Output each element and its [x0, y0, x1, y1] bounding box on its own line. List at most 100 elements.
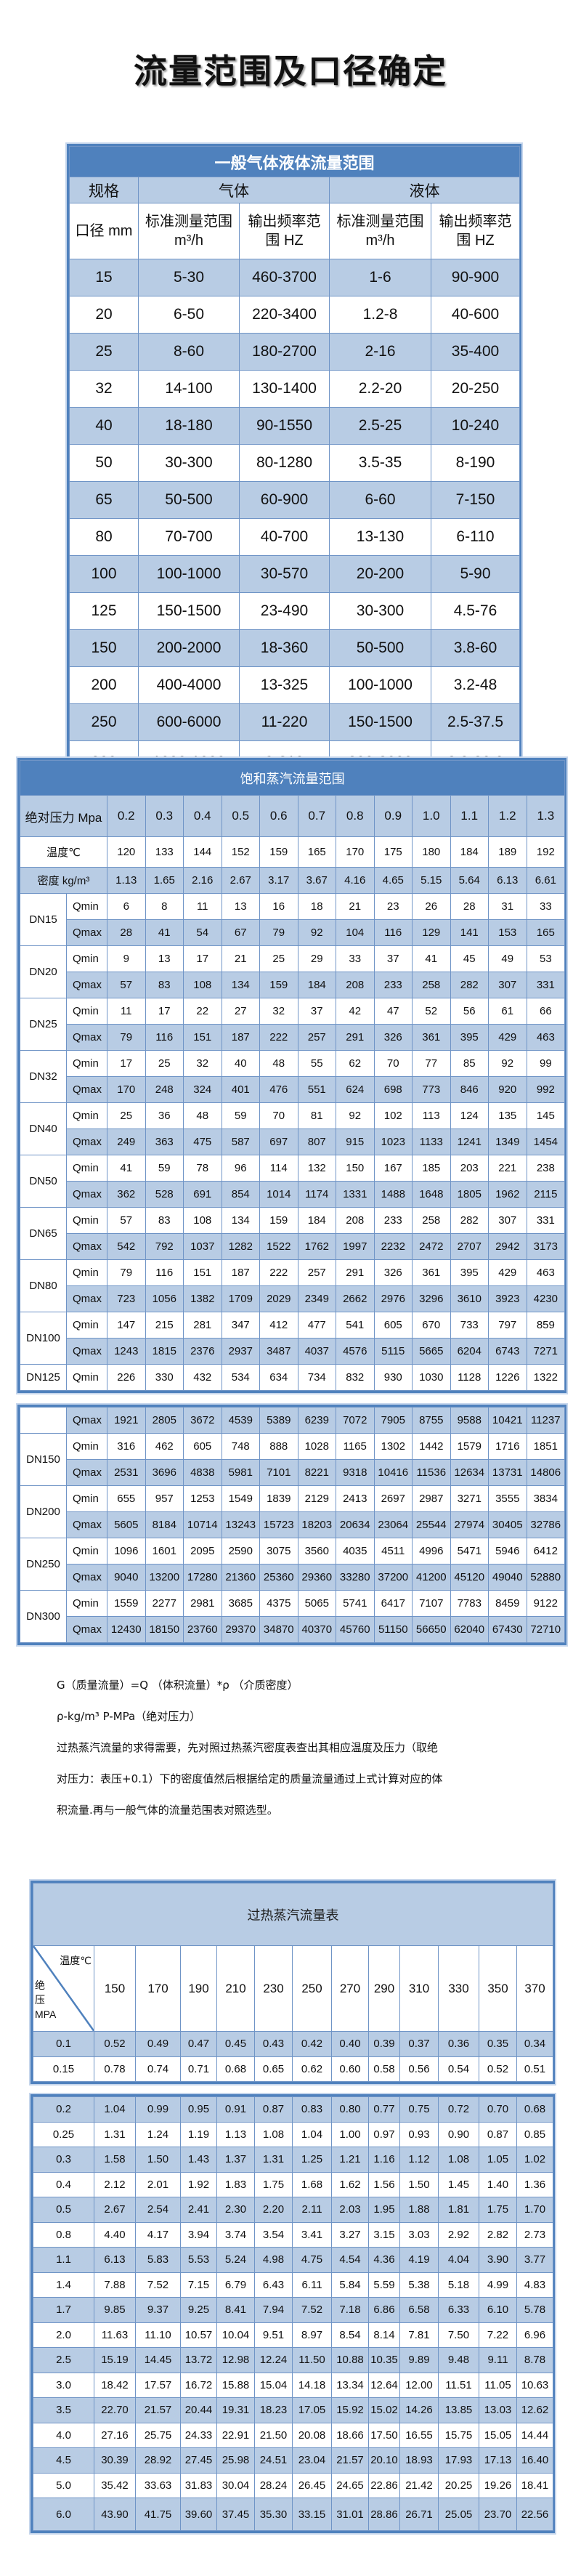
flow-cell: 534: [221, 1364, 260, 1391]
freq-range-unit: 围 HZ: [265, 233, 304, 249]
dn-label: [20, 1407, 67, 1434]
flow-cell: 0.58: [368, 2056, 400, 2082]
formula-line: G（质量流量）=Q （体积流量）*ρ （介质密度）: [57, 1679, 298, 1692]
flow-cell: 9.89: [399, 2347, 439, 2373]
q-label: Qmax: [66, 1076, 107, 1103]
flow-cell: 920: [488, 1076, 527, 1103]
q-label: Qmin: [66, 1485, 107, 1512]
diameter-cell: 65: [69, 481, 139, 519]
flow-cell: 0.93: [399, 2121, 439, 2147]
flow-cell: 3.94: [180, 2221, 217, 2248]
flow-cell: 0.68: [216, 2056, 255, 2082]
flow-cell: 4996: [412, 1538, 451, 1564]
q-label: Qmax: [66, 1024, 107, 1051]
pressure-label: 2.0: [33, 2322, 94, 2348]
flow-cell: 37: [373, 945, 413, 972]
flow-cell: 1.21: [331, 2147, 369, 2173]
pressure-label: 0.15: [33, 2056, 94, 2082]
flow-cell: 2697: [373, 1485, 413, 1512]
flow-cell: 7.88: [94, 2272, 136, 2298]
flow-cell: 3.77: [516, 2247, 553, 2273]
temperature-cell: 270: [331, 1945, 369, 2032]
flow-cell: 432: [183, 1364, 222, 1391]
flow-cell: 66: [526, 998, 566, 1025]
flow-cell: 1349: [488, 1128, 527, 1155]
flow-cell: 5981: [221, 1459, 260, 1486]
flow-cell: 21: [336, 893, 375, 920]
q-label: Qmin: [66, 1050, 107, 1077]
range-cell: 50-500: [329, 629, 431, 667]
density-cell: 5.64: [450, 867, 489, 894]
density-cell: 1.13: [107, 867, 146, 894]
flow-cell: 2129: [297, 1485, 336, 1512]
flow-cell: 3555: [488, 1485, 527, 1512]
flow-cell: 18.41: [516, 2472, 553, 2498]
flow-cell: 233: [373, 972, 413, 998]
table-row: 0.4 2.12 2.01 1.92 1.83 1.75 1.68 1.62 1.56 1.50 1…: [33, 2171, 553, 2197]
flow-cell: 1815: [145, 1338, 184, 1365]
diameter-cell: 15: [69, 259, 139, 296]
flow-cell: 3685: [221, 1590, 260, 1617]
range-cell: 6-50: [138, 296, 240, 334]
flow-cell: 6: [107, 893, 146, 920]
table-row: 1.1 6.13 5.83 5.53 5.24 4.98 4.75 4.54 4.36 4.19 4…: [33, 2247, 553, 2273]
table-row: Qmax 170 248 324 401 476 551 624 698 773 846 920 992: [20, 1076, 566, 1103]
flow-cell: 0.68: [516, 2096, 553, 2123]
range-cell: 2.5-25: [329, 407, 431, 445]
flow-cell: 12.00: [399, 2372, 439, 2398]
flow-cell: 33.15: [292, 2498, 332, 2531]
flow-cell: 17: [107, 1050, 146, 1077]
table-row: DN65 Qmin 57 83 108 134 159 184 208 233 258 282 307 3…: [20, 1207, 566, 1260]
flow-cell: 18150: [145, 1616, 184, 1643]
range-cell: 4.5-76: [431, 592, 520, 630]
flow-cell: 0.65: [254, 2056, 293, 2082]
freq-range-label: 输出频率范: [439, 214, 512, 230]
flow-cell: 0.34: [516, 2031, 554, 2057]
flow-cell: 854: [221, 1181, 260, 1208]
flow-cell: 2.20: [254, 2197, 293, 2223]
flow-cell: 92: [336, 1102, 375, 1129]
table-row: 80 70-700 40-700 13-130 6-110: [69, 518, 520, 556]
flow-cell: 734: [297, 1364, 336, 1391]
flow-cell: 16.55: [399, 2422, 439, 2448]
flow-cell: 2531: [107, 1459, 146, 1486]
flow-cell: 153: [488, 919, 527, 946]
flow-cell: 17: [183, 945, 222, 972]
temperature-cell: 230: [254, 1945, 293, 2032]
flow-cell: 1.70: [516, 2197, 553, 2223]
flow-cell: 11.05: [479, 2372, 517, 2398]
flow-cell: 6.79: [216, 2272, 255, 2298]
flow-cell: 12.62: [516, 2397, 553, 2423]
table-row: DN40 Qmin 25 36 48 59 70 81 92 102 113 124 135 145: [20, 1102, 566, 1155]
diameter-cell: 20: [69, 296, 139, 334]
flow-cell: 23.70: [479, 2498, 517, 2531]
flow-cell: 116: [145, 1024, 184, 1051]
q-label: Qmin: [66, 998, 107, 1025]
flow-cell: 1253: [183, 1485, 222, 1512]
temperature-cell: 152: [221, 836, 260, 868]
table-row: 0.25 1.31 1.24 1.19 1.13 1.08 1.04 1.00 0.97 0.93…: [33, 2121, 553, 2147]
flow-cell: 4.83: [516, 2272, 553, 2298]
flow-cell: 258: [412, 1207, 451, 1234]
flow-cell: 330: [145, 1364, 184, 1391]
flow-cell: 2.73: [516, 2221, 553, 2248]
flow-cell: 9318: [336, 1459, 375, 1486]
table-row: 20 6-50 220-3400 1.2-8 40-600: [69, 296, 520, 334]
flow-cell: 1037: [183, 1233, 222, 1260]
range-cell: 180-2700: [239, 333, 330, 371]
flow-cell: 7905: [373, 1407, 413, 1434]
flow-cell: 7.18: [331, 2297, 369, 2323]
flow-cell: 0.36: [438, 2031, 479, 2057]
flow-cell: 11.51: [438, 2372, 479, 2398]
flow-cell: 141: [450, 919, 489, 946]
flow-cell: 124: [450, 1102, 489, 1129]
flow-cell: 0.74: [135, 2056, 181, 2082]
temperature-cell: 190: [180, 1945, 217, 2032]
pressure-cell: 0.8: [336, 795, 375, 837]
flow-cell: 1302: [373, 1433, 413, 1460]
flow-cell: 307: [488, 1207, 527, 1234]
flow-cell: 6.13: [94, 2247, 136, 2273]
q-label: Qmax: [66, 1564, 107, 1591]
range-cell: 90-1550: [239, 407, 330, 445]
flow-cell: 463: [526, 1024, 566, 1051]
